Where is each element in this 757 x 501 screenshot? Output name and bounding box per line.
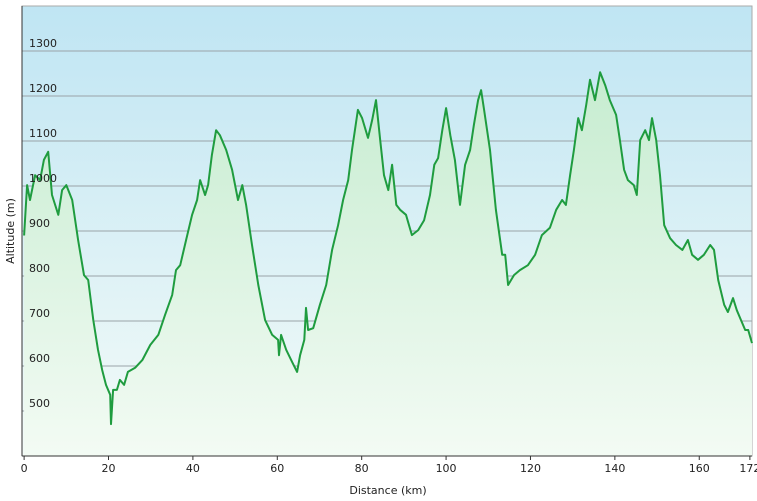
x-tick-label: 60 (270, 462, 284, 475)
y-tick-label: 600 (29, 352, 50, 365)
y-axis-label: Altitude (m) (4, 198, 17, 264)
y-tick-label: 1000 (29, 172, 57, 185)
y-tick-label: 900 (29, 217, 50, 230)
x-axis-label: Distance (km) (349, 484, 426, 497)
y-tick-label: 500 (29, 397, 50, 410)
x-tick-label: 140 (604, 462, 625, 475)
x-tick-label: 120 (520, 462, 541, 475)
x-tick-label: 40 (186, 462, 200, 475)
y-tick-label: 1200 (29, 82, 57, 95)
x-tick-label: 160 (689, 462, 710, 475)
y-tick-label: 1300 (29, 37, 57, 50)
x-tick-label: 0 (21, 462, 28, 475)
y-tick-label: 700 (29, 307, 50, 320)
elevation-line (23, 71, 753, 426)
y-tick-label: 800 (29, 262, 50, 275)
series (23, 71, 753, 456)
x-tick-label: 100 (436, 462, 457, 475)
y-tick-label: 1100 (29, 127, 57, 140)
area-fill (24, 72, 753, 456)
x-tick-label: 172 (739, 462, 757, 475)
x-tick-label: 80 (355, 462, 369, 475)
x-tick-label: 20 (102, 462, 116, 475)
